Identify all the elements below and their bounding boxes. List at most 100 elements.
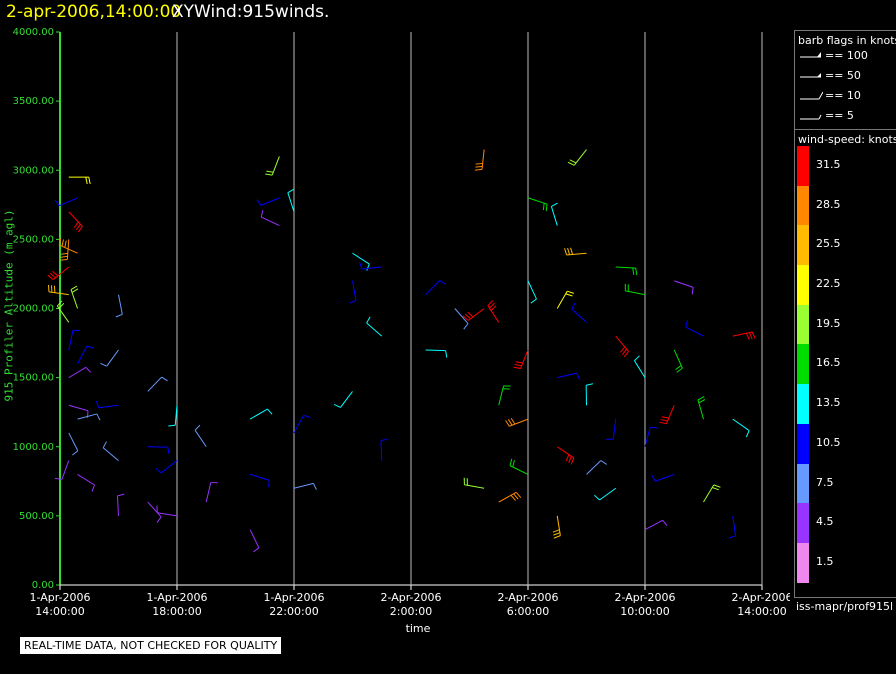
qc-notice: REAL-TIME DATA, NOT CHECKED FOR QUALITY bbox=[20, 637, 282, 654]
wind-barb-flag bbox=[349, 300, 357, 304]
wind-barb bbox=[674, 280, 694, 288]
x-tick-time: 2:00:00 bbox=[390, 605, 432, 618]
wind-barb bbox=[655, 473, 675, 482]
wind-barb-flag bbox=[545, 204, 548, 212]
wind-barb-flag bbox=[467, 311, 474, 318]
wind-barb bbox=[106, 349, 119, 367]
wind-barb bbox=[467, 308, 485, 321]
wind-barb-flag bbox=[439, 280, 446, 285]
wind-barb bbox=[174, 405, 178, 426]
wind-barb-flag bbox=[77, 226, 83, 233]
wind-barb-flag bbox=[570, 457, 575, 465]
wind-barb bbox=[293, 482, 314, 489]
scale-label: 4.5 bbox=[816, 515, 834, 529]
wind-barb bbox=[160, 460, 178, 474]
wind-barb bbox=[697, 399, 704, 420]
scale-swatch bbox=[797, 542, 809, 583]
scale-swatch bbox=[797, 463, 809, 504]
wind-barb-flag bbox=[253, 547, 260, 553]
y-tick-label: 3000.00 bbox=[13, 165, 54, 176]
wind-barb bbox=[194, 429, 207, 448]
wind-barb-flag bbox=[156, 516, 162, 523]
flag-50: == 50 bbox=[795, 67, 896, 87]
x-tick-date: 1-Apr-2006 bbox=[146, 591, 207, 604]
wind-barb-flag bbox=[102, 441, 107, 448]
wind-barb bbox=[498, 385, 505, 406]
wind-barb-flag bbox=[366, 316, 371, 324]
wind-barb-flag bbox=[621, 348, 628, 355]
wind-barb bbox=[147, 376, 163, 392]
wind-barb-flag bbox=[75, 223, 81, 231]
source-label: iss-mapr/prof915l bbox=[796, 600, 894, 613]
scale-row: 19.5 bbox=[795, 304, 896, 345]
scale-row: 7.5 bbox=[795, 463, 896, 504]
speed-color-scale: 31.5 28.5 25.5 22.5 19.5 16.5 13.5 10.5 7.5 4.5 1.… bbox=[795, 146, 896, 583]
scale-swatch bbox=[797, 265, 809, 305]
wind-barb-flag bbox=[551, 202, 558, 207]
wind-barb-flag bbox=[512, 460, 515, 468]
wind-barb-flag bbox=[510, 417, 516, 425]
wind-barb-flag bbox=[576, 372, 581, 380]
wind-barb bbox=[673, 349, 683, 369]
wind-barb-flag bbox=[266, 170, 274, 173]
wind-barb-flag bbox=[56, 300, 63, 307]
wind-barb-flag bbox=[54, 199, 60, 206]
wind-barb-flag bbox=[287, 188, 295, 194]
wind-barb-flag bbox=[565, 293, 573, 297]
wind-barb bbox=[550, 206, 558, 226]
flag-50-label: == 50 bbox=[825, 69, 861, 82]
wind-barb-flag bbox=[58, 302, 65, 309]
wind-barb-flag bbox=[115, 313, 123, 318]
wind-barb-flag bbox=[662, 519, 668, 527]
wind-barb bbox=[566, 252, 587, 256]
wind-barb-flag bbox=[510, 494, 516, 501]
wind-barb bbox=[509, 465, 529, 475]
wind-barb bbox=[644, 519, 663, 531]
wind-barb bbox=[77, 413, 97, 420]
wind-barb-flag bbox=[620, 346, 626, 353]
wind-barb-flag bbox=[748, 332, 753, 340]
wind-barb-flag bbox=[366, 263, 370, 271]
flag-50-icon bbox=[800, 73, 821, 78]
wind-barb-flag bbox=[570, 247, 574, 255]
wind-barb-flag bbox=[489, 302, 495, 309]
wind-barb-flag bbox=[72, 450, 79, 456]
flag-5-icon bbox=[800, 114, 822, 120]
wind-barb bbox=[271, 156, 280, 176]
scale-row: 22.5 bbox=[795, 265, 896, 305]
wind-barb-flag bbox=[155, 467, 162, 474]
wind-barb bbox=[732, 418, 750, 431]
scale-label: 31.5 bbox=[816, 158, 841, 171]
wind-barb-flag bbox=[567, 161, 575, 166]
wind-barb bbox=[573, 149, 587, 166]
wind-barb bbox=[487, 305, 500, 323]
title-date: 2-apr-2006,14:00:00 bbox=[6, 2, 182, 22]
wind-barb-flag bbox=[659, 421, 667, 425]
wind-barb-flag bbox=[569, 159, 577, 164]
scale-swatch bbox=[797, 304, 809, 345]
wind-barb bbox=[52, 266, 70, 280]
wind-barb-flag bbox=[54, 477, 63, 480]
wind-barb bbox=[68, 404, 89, 412]
wind-barb-flag bbox=[490, 305, 497, 311]
wind-barb bbox=[520, 349, 529, 369]
flag-100: == 100 bbox=[795, 47, 896, 67]
y-tick-label: 3500.00 bbox=[13, 96, 54, 107]
wind-barb bbox=[249, 408, 268, 420]
wind-barb bbox=[116, 495, 119, 516]
scale-row: 4.5 bbox=[795, 503, 896, 543]
wind-barb bbox=[644, 427, 651, 447]
x-tick-date: 2-Apr-2006 bbox=[614, 591, 675, 604]
scale-swatch bbox=[797, 503, 809, 543]
scale-label: 13.5 bbox=[816, 396, 841, 410]
wind-barb-flag bbox=[91, 484, 95, 492]
wind-barb-flag bbox=[571, 302, 576, 310]
wind-barb-flag bbox=[86, 345, 94, 349]
wind-barb-flag bbox=[565, 454, 570, 462]
wind-barb bbox=[68, 330, 74, 351]
wind-barb bbox=[557, 372, 577, 379]
wind-barb-flag bbox=[256, 199, 262, 206]
wind-barb bbox=[586, 460, 602, 475]
scale-swatch bbox=[797, 146, 809, 186]
scale-row: 1.5 bbox=[795, 542, 896, 583]
